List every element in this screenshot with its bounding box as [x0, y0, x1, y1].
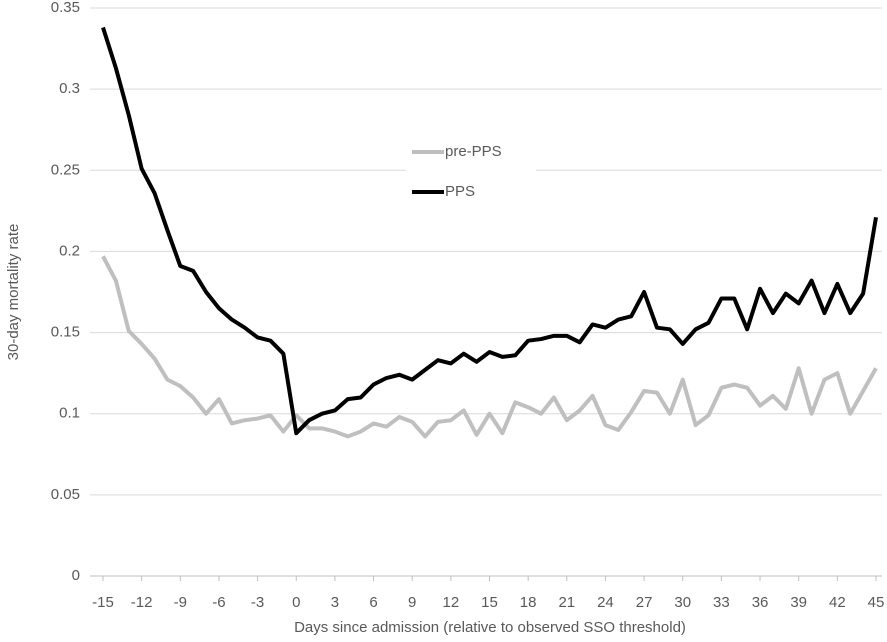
y-tick-label: 0.05 [51, 486, 80, 503]
x-tick-label: -12 [131, 594, 153, 611]
x-tick-label: 6 [369, 594, 377, 611]
x-tick-label: 18 [520, 594, 537, 611]
legend-label: PPS [445, 183, 475, 200]
y-tick-label: 0.35 [51, 0, 80, 16]
y-tick-label: 0 [72, 567, 80, 584]
y-tick-label: 0.3 [59, 80, 80, 97]
y-tick-label: 0.1 [59, 405, 80, 422]
y-tick-label: 0.15 [51, 324, 80, 341]
x-tick-label: 9 [408, 594, 416, 611]
x-tick-label: 45 [868, 594, 885, 611]
series-line [101, 26, 878, 436]
legend-label: pre-PPS [445, 143, 502, 160]
x-tick-label: 36 [752, 594, 769, 611]
x-tick-label: 30 [674, 594, 691, 611]
y-axis-label: 30-day mortality rate [5, 224, 22, 361]
x-tick-label: 27 [636, 594, 653, 611]
x-tick-label: 3 [331, 594, 339, 611]
y-tick-label: 0.2 [59, 242, 80, 259]
x-tick-label: 0 [292, 594, 300, 611]
x-tick-label: 15 [481, 594, 498, 611]
x-tick-label: -3 [251, 594, 264, 611]
x-tick-label: 42 [829, 594, 846, 611]
y-tick-label: 0.25 [51, 161, 80, 178]
x-tick-label: -6 [212, 594, 225, 611]
x-tick-label: 24 [597, 594, 614, 611]
x-tick-label: 12 [443, 594, 460, 611]
series-line [101, 255, 878, 439]
x-axis-label: Days since admission (relative to observ… [294, 619, 686, 636]
x-tick-label: -15 [92, 594, 114, 611]
x-tick-label: 33 [713, 594, 730, 611]
x-tick-label: 39 [790, 594, 807, 611]
x-tick-label: -9 [174, 594, 187, 611]
x-tick-label: 21 [558, 594, 575, 611]
